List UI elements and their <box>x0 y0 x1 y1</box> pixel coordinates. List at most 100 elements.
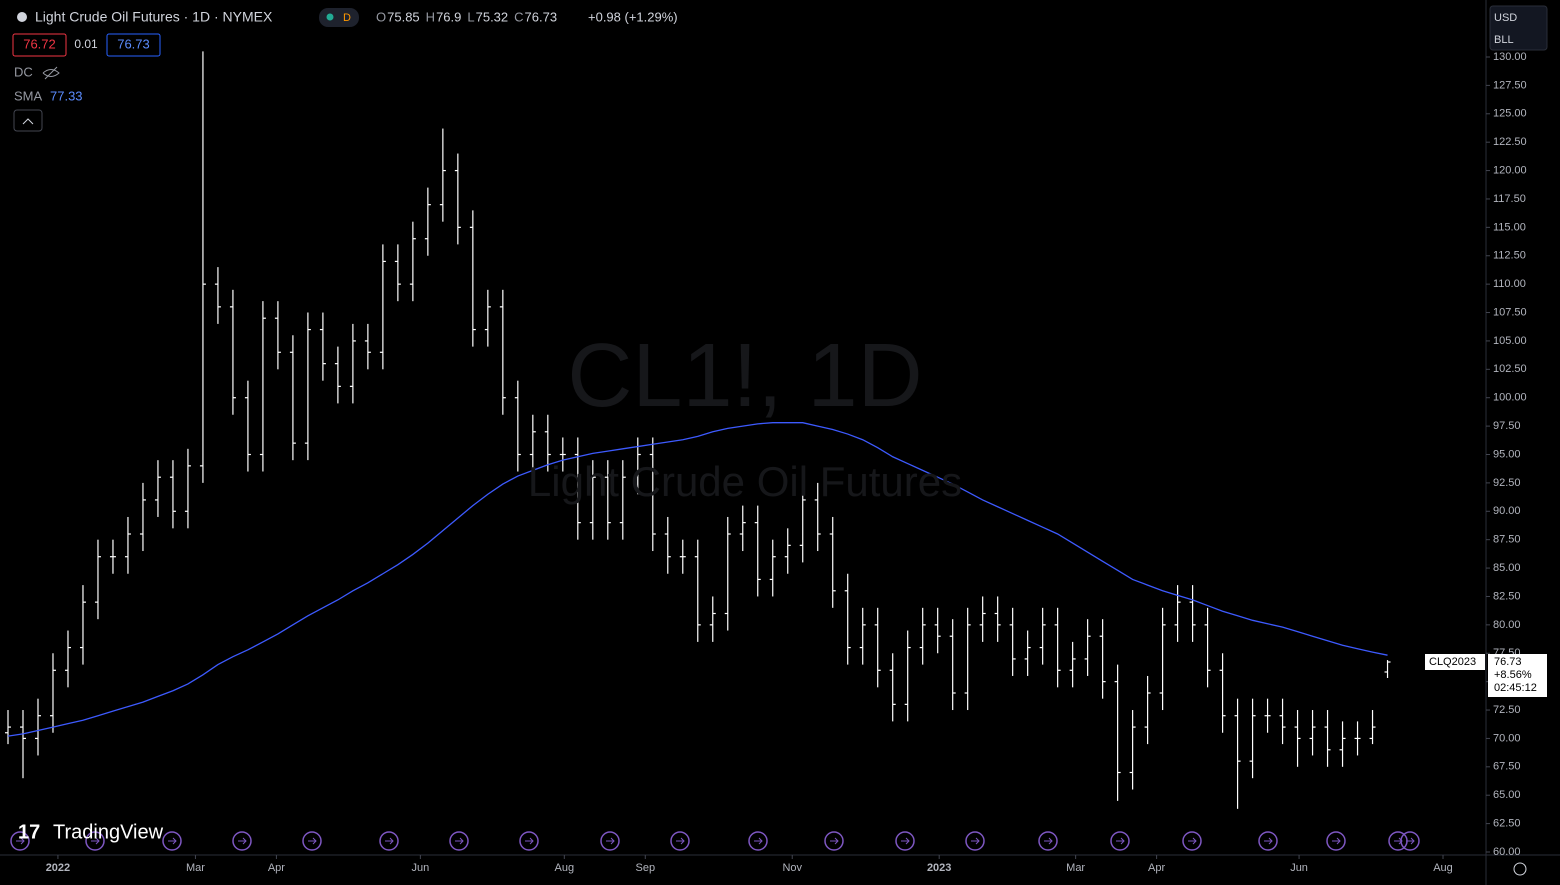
ohlc-letter: C <box>514 9 523 24</box>
sma-value: 77.33 <box>50 88 83 103</box>
event-marker[interactable] <box>302 831 322 851</box>
y-tick-label: 107.50 <box>1493 306 1527 318</box>
y-tick-label: 117.50 <box>1493 193 1526 205</box>
ohlc-legend: O 75.85 H 76.9 L 75.32 C 76.73 <box>376 9 557 24</box>
logo-mark: 17 <box>18 821 40 843</box>
event-marker[interactable] <box>379 831 399 851</box>
x-tick-label: 2022 <box>46 862 70 874</box>
bid: 76.72 <box>23 36 56 51</box>
event-icon <box>308 837 317 845</box>
x-tick-label: Mar <box>186 862 205 874</box>
event-icon <box>238 837 247 845</box>
status-pill[interactable] <box>319 8 359 27</box>
ohlc-value: 75.85 <box>387 9 420 24</box>
event-marker[interactable] <box>965 831 985 851</box>
x-tick-label: Sep <box>635 862 655 874</box>
event-marker[interactable] <box>1326 831 1346 851</box>
y-tick-label: 95.00 <box>1493 448 1521 460</box>
y-tick-label: 122.50 <box>1493 136 1527 148</box>
countdown: 02:45:12 <box>1494 682 1537 694</box>
event-icon <box>901 837 910 845</box>
event-icon <box>1188 837 1197 845</box>
event-icon <box>1116 837 1125 845</box>
y-tick-label: 125.00 <box>1493 108 1527 120</box>
y-tick-label: 105.00 <box>1493 335 1527 347</box>
last-price: 76.73 <box>1494 656 1522 668</box>
y-tick-label: 97.50 <box>1493 420 1521 432</box>
y-tick-label: 87.50 <box>1493 534 1521 546</box>
y-tick-label: 62.50 <box>1493 818 1521 830</box>
event-marker[interactable] <box>895 831 915 851</box>
x-tick-label: Apr <box>1148 862 1165 874</box>
y-tick-label: 115.00 <box>1493 221 1526 233</box>
y-tick-label: 90.00 <box>1493 505 1521 517</box>
collapse-button[interactable] <box>13 109 43 132</box>
event-marker[interactable] <box>1182 831 1202 851</box>
event-marker[interactable] <box>600 831 620 851</box>
unit[interactable]: BLL <box>1494 34 1514 46</box>
currency[interactable]: USD <box>1494 12 1517 24</box>
overlay: 60.0062.5065.0067.5070.0072.5075.0077.50… <box>10 51 1527 874</box>
event-marker[interactable] <box>10 831 30 851</box>
event-marker[interactable] <box>85 831 105 851</box>
pct-change: +8.56% <box>1494 669 1532 681</box>
y-tick-label: 65.00 <box>1493 789 1521 801</box>
y-tick-label: 120.00 <box>1493 164 1527 176</box>
event-icon <box>385 837 394 845</box>
x-tick-label: Jun <box>1290 862 1308 874</box>
change: +0.98 (+1.29%) <box>588 9 678 24</box>
y-tick-label: 67.50 <box>1493 761 1521 773</box>
ask-box[interactable] <box>106 33 161 57</box>
event-icon <box>754 837 763 845</box>
event-icon <box>1332 837 1341 845</box>
symbol-title[interactable]: Light Crude Oil Futures · 1D · NYMEX <box>35 9 273 25</box>
event-marker[interactable] <box>519 831 539 851</box>
x-tick-label: Jun <box>411 862 429 874</box>
y-tick-label: 70.00 <box>1493 732 1521 744</box>
logo[interactable]: TradingView <box>53 821 164 843</box>
watermark: CL1!, 1D <box>567 326 922 426</box>
event-marker[interactable] <box>232 831 252 851</box>
event-marker[interactable] <box>1400 831 1420 851</box>
x-tick-label: Aug <box>1433 862 1453 874</box>
event-icon <box>455 837 464 845</box>
watermark-subtitle: Light Crude Oil Futures <box>528 458 962 505</box>
event-icon <box>830 837 839 845</box>
event-marker[interactable] <box>162 831 182 851</box>
event-icon <box>91 837 100 845</box>
event-marker[interactable] <box>1110 831 1130 851</box>
y-tick-label: 92.50 <box>1493 477 1521 489</box>
event-icon <box>16 837 25 845</box>
settings-icon[interactable] <box>1513 862 1527 876</box>
spread: 0.01 <box>74 37 98 51</box>
y-tick-label: 82.50 <box>1493 590 1521 602</box>
y-tick-label: 72.50 <box>1493 704 1521 716</box>
y-tick-label: 60.00 <box>1493 846 1521 858</box>
event-marker[interactable] <box>449 831 469 851</box>
y-tick-label: 102.50 <box>1493 363 1527 375</box>
contract: CLQ2023 <box>1429 656 1476 668</box>
event-icon <box>525 837 534 845</box>
event-marker[interactable] <box>1258 831 1278 851</box>
event-icon <box>1406 837 1415 845</box>
ask: 76.73 <box>117 36 150 51</box>
market-status <box>326 13 334 21</box>
y-tick-label: 80.00 <box>1493 619 1521 631</box>
event-marker[interactable] <box>748 831 768 851</box>
event-marker[interactable] <box>670 831 690 851</box>
bid-box[interactable] <box>12 33 67 57</box>
unit-selector[interactable] <box>1489 5 1548 51</box>
symbol-icon <box>17 12 27 22</box>
event-icon <box>1264 837 1273 845</box>
event-icon <box>971 837 980 845</box>
event-marker[interactable] <box>824 831 844 851</box>
x-tick-label: Mar <box>1066 862 1085 874</box>
ohlc-letter: H <box>426 9 435 24</box>
y-tick-label: 85.00 <box>1493 562 1521 574</box>
hidden-icon[interactable] <box>42 66 60 80</box>
indicator-sma[interactable]: SMA <box>14 88 43 103</box>
event-marker[interactable] <box>1038 831 1058 851</box>
indicator-dc[interactable]: DC <box>14 64 33 79</box>
